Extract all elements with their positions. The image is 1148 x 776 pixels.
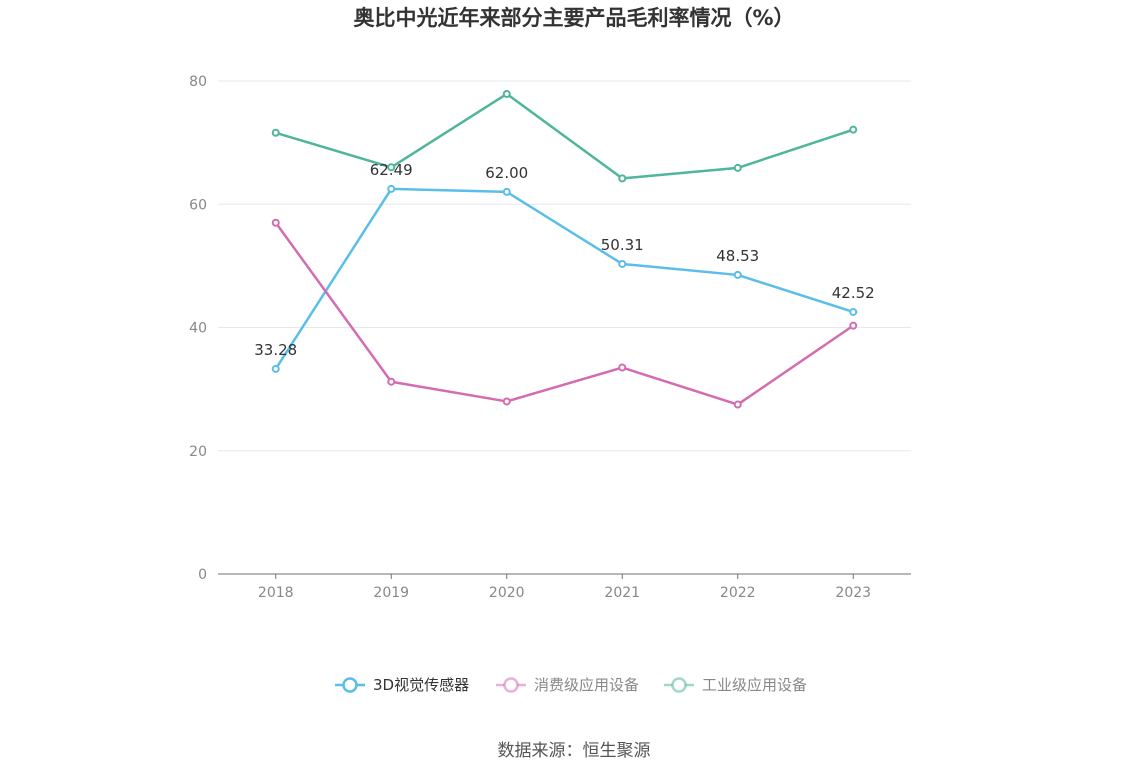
y-tick-label-0: 0	[198, 567, 207, 583]
chart-title: 奥比中光近年来部分主要产品毛利率情况（%）	[353, 6, 795, 30]
y-tick-label-20: 20	[189, 444, 207, 460]
series-lines	[271, 89, 858, 409]
x-tick-label-2023: 2023	[835, 585, 871, 601]
data-point-2-3	[618, 174, 627, 183]
data-label-0-2: 62.00	[485, 164, 528, 182]
x-tick-label-2019: 2019	[373, 585, 409, 601]
grid-lines	[218, 80, 911, 452]
data-label-0-0: 33.28	[254, 341, 297, 359]
data-point-2-5	[849, 125, 858, 134]
data-point-1-5	[849, 321, 858, 330]
data-point-0-2	[502, 187, 511, 196]
data-label-0-3: 50.31	[601, 236, 644, 254]
data-point-0-3	[618, 259, 627, 268]
y-tick-label-80: 80	[189, 74, 207, 90]
y-tick-label-40: 40	[189, 321, 207, 337]
series-line-0	[274, 187, 854, 370]
data-point-1-1	[387, 377, 396, 386]
data-point-2-4	[733, 163, 742, 172]
data-point-0-1	[387, 184, 396, 193]
data-point-2-0	[271, 128, 280, 137]
x-tick-label-2018: 2018	[258, 585, 294, 601]
legend-marker-0	[342, 677, 358, 693]
legend-label-1: 消费级应用设备	[534, 676, 639, 694]
series-line-2	[275, 92, 854, 180]
data-point-2-1	[387, 163, 396, 172]
y-tick-label-60: 60	[189, 197, 207, 213]
data-label-0-4: 48.53	[716, 247, 759, 265]
legend-marker-2	[671, 677, 687, 693]
legend-marker-1	[503, 677, 519, 693]
data-point-0-5	[849, 307, 858, 316]
data-point-0-0	[271, 364, 280, 373]
data-point-1-2	[502, 397, 511, 406]
x-tick-label-2022: 2022	[720, 585, 756, 601]
legend-label-2: 工业级应用设备	[702, 676, 807, 694]
series-line-1	[274, 222, 854, 406]
data-point-1-3	[618, 363, 627, 372]
x-tick-label-2021: 2021	[604, 585, 640, 601]
legend[interactable]: 3D视觉传感器 消费级应用设备 工业级应用设备	[335, 676, 807, 694]
data-labels: 33.28 62.49 62.00 50.31 48.53 42.52	[254, 161, 874, 359]
data-point-2-2	[502, 89, 511, 98]
data-label-0-1: 62.49	[370, 161, 413, 179]
legend-label-0: 3D视觉传感器	[373, 676, 469, 694]
data-point-0-4	[733, 270, 742, 279]
source-note: 数据来源：恒生聚源	[497, 741, 651, 761]
data-point-1-4	[733, 400, 742, 409]
x-tick-label-2020: 2020	[489, 585, 525, 601]
legend-item-1[interactable]: 消费级应用设备	[496, 676, 639, 694]
data-point-1-0	[271, 218, 280, 227]
axes: 0 20 40 60 80 2018 2019 2020 2021 2022 2023	[189, 74, 911, 601]
legend-item-2[interactable]: 工业级应用设备	[664, 676, 807, 694]
data-label-0-5: 42.52	[832, 284, 875, 302]
legend-item-0[interactable]: 3D视觉传感器	[335, 676, 469, 694]
